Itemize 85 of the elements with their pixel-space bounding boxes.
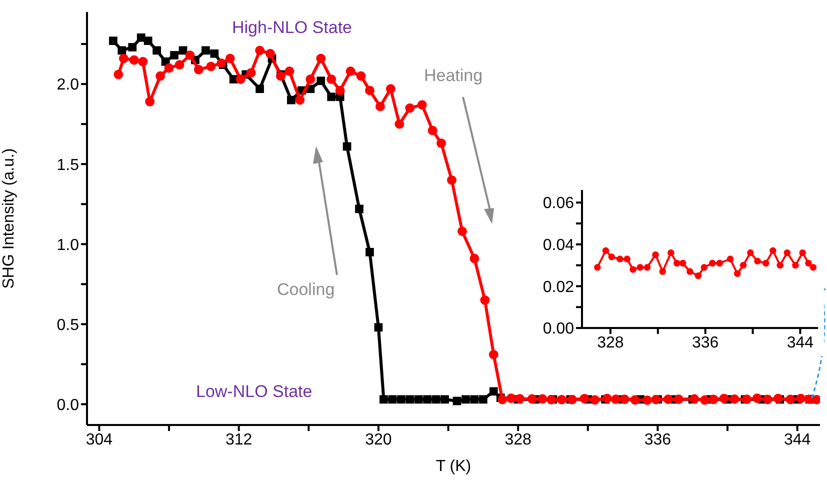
point (396, 395, 406, 404)
x-tick-label: 320 (365, 431, 392, 448)
point (366, 248, 374, 256)
point (734, 270, 741, 278)
point (128, 43, 137, 52)
point (380, 395, 388, 404)
point (210, 49, 219, 58)
point (178, 46, 188, 55)
point (668, 249, 674, 256)
point (470, 395, 479, 404)
point (792, 262, 799, 269)
point (432, 395, 440, 404)
point (686, 268, 694, 275)
point (118, 46, 126, 55)
point (624, 256, 630, 262)
annotation: High-NLO State (232, 18, 352, 38)
point (423, 395, 432, 404)
y-tick-label: 0.0 (56, 396, 80, 414)
point (726, 256, 734, 262)
annotation: Cooling (277, 280, 335, 300)
x-tick-label: 336 (692, 334, 719, 352)
point (170, 51, 178, 60)
y-tick-label: 1.5 (56, 156, 80, 174)
point (462, 395, 470, 404)
point (287, 96, 296, 104)
point (316, 76, 326, 86)
y-tick-label: 2.0 (56, 76, 80, 94)
point (342, 142, 352, 151)
point (799, 249, 806, 256)
point (636, 264, 644, 271)
x-tick-label: 304 (86, 431, 113, 448)
x-tick-label: 328 (597, 334, 624, 352)
y-tick-label: 0.04 (542, 237, 574, 254)
x-tick-label: 312 (225, 431, 252, 448)
y-tick-label: 1.0 (56, 236, 80, 254)
point (452, 396, 462, 406)
point (805, 260, 812, 267)
point (762, 260, 770, 267)
point (406, 395, 414, 404)
x-tick-label: 336 (644, 431, 672, 448)
point (608, 254, 616, 260)
point (630, 266, 636, 273)
point (602, 247, 610, 254)
x-tick-label: 344 (786, 334, 814, 352)
annotation: Heating (424, 66, 483, 86)
point (440, 395, 449, 404)
point (652, 251, 659, 258)
point (770, 247, 776, 254)
point (776, 262, 784, 269)
point (256, 84, 264, 94)
point (747, 249, 754, 256)
y-tick-label: 0.5 (56, 316, 80, 334)
y-axis-title: SHG Intensity (a.u.) (0, 148, 18, 289)
point (694, 272, 702, 280)
point (108, 36, 118, 45)
point (594, 264, 601, 271)
y-tick-label: 0.00 (542, 320, 574, 338)
point (659, 268, 666, 275)
x-tick-label: 328 (504, 431, 532, 448)
point (740, 262, 747, 269)
point (810, 264, 817, 271)
point (374, 323, 383, 332)
point (716, 260, 723, 267)
point (388, 395, 397, 404)
point (489, 387, 498, 396)
x-axis-title: T (K) (436, 458, 472, 475)
point (679, 260, 686, 267)
point (478, 395, 488, 404)
annotation: Low-NLO State (196, 382, 312, 402)
point (355, 204, 364, 214)
point (784, 249, 791, 256)
point (700, 264, 708, 271)
y-tick-label: 0.02 (542, 278, 574, 296)
point (414, 395, 423, 404)
point (709, 260, 716, 267)
point (327, 92, 336, 102)
point (754, 258, 761, 264)
point (644, 264, 651, 271)
point (616, 256, 624, 262)
point (201, 46, 210, 55)
point (673, 260, 680, 267)
point (144, 36, 152, 45)
point (152, 46, 161, 55)
x-tick-label: 344 (784, 431, 811, 448)
y-tick-label: 0.06 (542, 195, 574, 212)
